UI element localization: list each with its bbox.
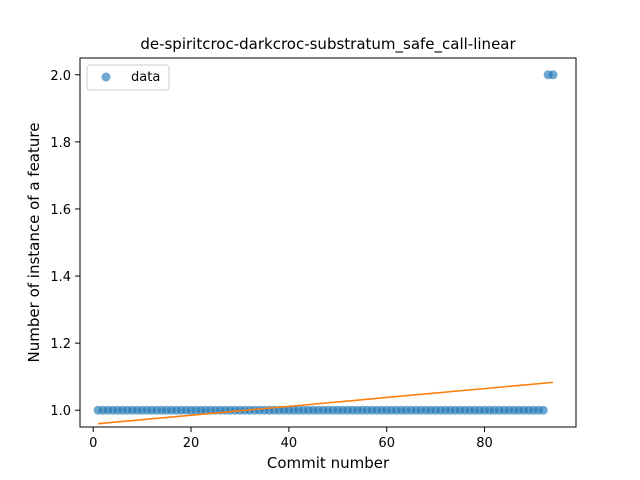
- y-axis-label: Number of instance of a feature: [25, 123, 43, 363]
- x-tick-label: 40: [281, 436, 298, 451]
- data-point: [549, 70, 558, 79]
- y-tick-label: 1.6: [50, 203, 71, 218]
- x-tick-label: 20: [183, 436, 200, 451]
- legend-label-data: data: [131, 70, 160, 85]
- legend-marker-data: [102, 73, 111, 82]
- chart-title: de-spiritcroc-darkcroc-substratum_safe_c…: [140, 35, 516, 54]
- x-tick-label: 60: [378, 436, 395, 451]
- x-tick-label: 0: [89, 436, 97, 451]
- y-tick-label: 1.2: [50, 337, 71, 352]
- x-tick-label: 80: [476, 436, 493, 451]
- legend: data: [87, 65, 169, 90]
- y-tick-label: 1.8: [50, 136, 71, 151]
- x-axis-label: Commit number: [267, 454, 390, 472]
- y-tick-label: 1.0: [50, 404, 71, 419]
- y-tick-label: 1.4: [50, 270, 71, 285]
- y-tick-label: 2.0: [50, 69, 71, 84]
- data-point: [539, 406, 548, 415]
